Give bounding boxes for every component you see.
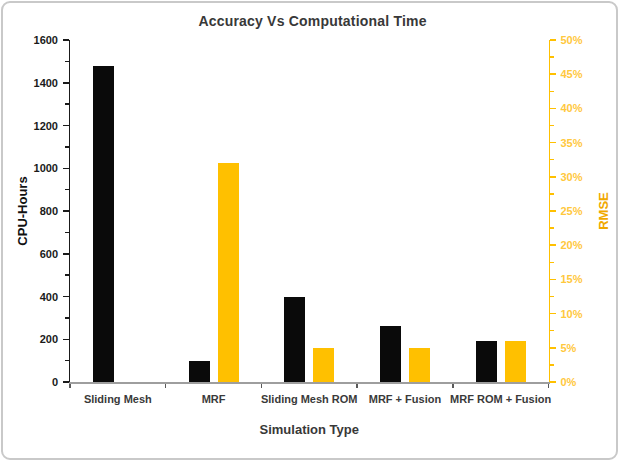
left-axis-tick-label: 1600 (8, 34, 58, 46)
left-axis-tick-label: 0 (8, 376, 58, 388)
left-axis-tick-label: 600 (8, 248, 58, 260)
left-axis-tick-label: 800 (8, 205, 58, 217)
bar-rmse-mrf-fusion (409, 348, 430, 382)
right-axis-tick (550, 330, 554, 332)
left-axis-tick (65, 232, 69, 234)
x-axis-tick (69, 384, 71, 388)
right-axis-tick-label: 50% (561, 34, 601, 46)
right-axis-tick-label: 15% (561, 273, 601, 285)
x-axis-tick (165, 384, 167, 388)
left-axis-tick (65, 146, 69, 148)
bar-cpu-hours-mrf-rom-fusion (476, 341, 497, 382)
left-axis-tick-label: 200 (8, 333, 58, 345)
right-axis-tick (550, 142, 556, 144)
x-axis-tick (452, 384, 454, 388)
right-axis-tick (550, 56, 554, 58)
left-axis-tick (65, 274, 69, 276)
left-axis-tick (63, 125, 69, 127)
bar-cpu-hours-sliding-mesh (93, 66, 114, 382)
left-axis-tick (63, 39, 69, 41)
right-axis-tick-label: 30% (561, 171, 601, 183)
right-axis-tick (550, 296, 554, 298)
chart-image: Accuracy Vs Computational Time CPU-Hours… (0, 0, 619, 461)
right-axis-tick (550, 159, 554, 161)
left-axis-tick-label: 1200 (8, 120, 58, 132)
x-axis-title: Simulation Type (260, 422, 359, 437)
x-axis-tick (548, 384, 550, 388)
right-axis-tick-label: 35% (561, 137, 601, 149)
right-axis-tick (550, 125, 554, 127)
right-axis-tick (550, 227, 554, 229)
right-axis-tick (550, 364, 554, 366)
right-axis-tick (550, 108, 556, 110)
right-axis-tick (550, 176, 556, 178)
right-axis-tick-label: 10% (561, 308, 601, 320)
chart-title: Accuracy Vs Computational Time (3, 13, 619, 29)
left-axis-tick (63, 381, 69, 383)
bar-cpu-hours-mrf-fusion (380, 326, 401, 382)
right-axis-tick-label: 0% (561, 376, 601, 388)
right-axis-tick (550, 279, 556, 281)
right-axis-tick-label: 40% (561, 102, 601, 114)
right-axis-tick-label: 25% (561, 205, 601, 217)
right-axis-tick (550, 381, 556, 383)
x-axis-tick (261, 384, 263, 388)
bar-cpu-hours-mrf (189, 361, 210, 382)
x-axis-category-label: Sliding Mesh (84, 393, 152, 405)
x-axis-category-label: MRF + Fusion (369, 393, 441, 405)
right-axis-tick-label: 5% (561, 342, 601, 354)
right-axis-tick (550, 347, 556, 349)
right-axis-tick (550, 262, 554, 264)
left-axis-tick (63, 253, 69, 255)
left-axis-tick (63, 210, 69, 212)
bar-rmse-sliding-mesh-rom (313, 348, 334, 382)
right-axis-tick (550, 73, 556, 75)
left-axis-tick (63, 82, 69, 84)
left-axis-tick (65, 360, 69, 362)
left-axis-tick (63, 168, 69, 170)
left-axis-tick (65, 317, 69, 319)
left-axis-tick (65, 103, 69, 105)
x-axis-category-label: Sliding Mesh ROM (261, 393, 358, 405)
right-axis-tick (550, 91, 554, 93)
left-axis-line (69, 40, 71, 384)
bar-rmse-mrf (218, 163, 239, 382)
right-axis-tick (550, 39, 556, 41)
left-axis-tick-label: 400 (8, 291, 58, 303)
right-axis-tick (550, 193, 554, 195)
left-axis-tick (63, 339, 69, 341)
chart-card: Accuracy Vs Computational Time CPU-Hours… (1, 1, 618, 460)
right-axis-tick (550, 244, 556, 246)
right-axis-tick (550, 210, 556, 212)
right-axis-tick (550, 313, 556, 315)
left-axis-tick-label: 1000 (8, 162, 58, 174)
left-axis-tick (63, 296, 69, 298)
right-axis-tick-label: 20% (561, 239, 601, 251)
x-axis-tick (356, 384, 358, 388)
left-axis-tick (65, 189, 69, 191)
left-axis-tick-label: 1400 (8, 77, 58, 89)
x-axis-line (69, 382, 551, 384)
bar-cpu-hours-sliding-mesh-rom (284, 297, 305, 383)
bar-rmse-mrf-rom-fusion (505, 341, 526, 382)
right-axis-tick-label: 45% (561, 68, 601, 80)
x-axis-category-label: MRF (202, 393, 226, 405)
x-axis-category-label: MRF ROM + Fusion (450, 393, 551, 405)
left-axis-tick (65, 61, 69, 63)
